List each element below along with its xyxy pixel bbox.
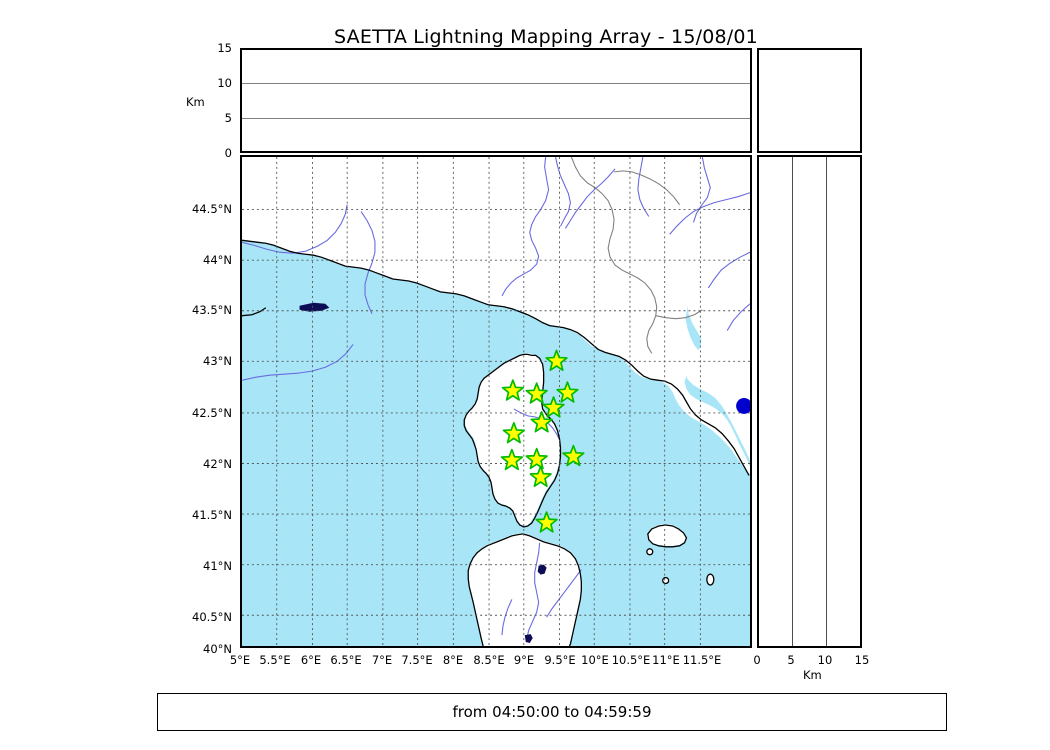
- station-marker: [530, 411, 553, 433]
- border-france-italy: [570, 157, 658, 354]
- landmass-europe-mainland: [242, 157, 750, 646]
- xtick-right-10: 10: [817, 653, 833, 667]
- right-panel-axis-label-km: Km: [803, 668, 822, 682]
- river-po-main: [669, 192, 750, 235]
- ytick-top-10: 10: [217, 76, 232, 90]
- river-sardinia-1: [526, 542, 541, 640]
- station-marker: [542, 396, 565, 418]
- xtick-lon-10.5: 10.5°E: [611, 653, 651, 667]
- xtick-right-5: 5: [787, 653, 795, 667]
- station-marker: [529, 465, 552, 488]
- border-italy-inner: [655, 309, 703, 320]
- latitude-altitude-panel[interactable]: [757, 155, 862, 648]
- station-marker: [502, 421, 526, 444]
- river-west-1: [242, 204, 348, 254]
- coastline-mainland: [242, 239, 750, 476]
- river-var: [637, 157, 650, 217]
- xtick-lon-5: 5°E: [229, 653, 251, 667]
- gridline-x5: [792, 157, 793, 646]
- time-window-statusbar[interactable]: from 04:50:00 to 04:59:59: [157, 693, 947, 731]
- coastline-elba: [647, 524, 688, 548]
- xtick-lon-11.5: 11.5°E: [682, 653, 722, 667]
- altitude-longitude-panel[interactable]: [240, 48, 752, 153]
- xtick-lon-8.5: 8.5°E: [473, 653, 505, 667]
- station-marker: [525, 382, 548, 404]
- river-west-2: [242, 344, 354, 381]
- gridline-5km: [242, 118, 750, 119]
- ytick-lat-44.5: 44.5°N: [192, 202, 232, 216]
- map-canvas[interactable]: [242, 157, 750, 646]
- lma-stations-layer: [500, 349, 585, 533]
- river-po-left: [692, 157, 711, 223]
- xtick-lon-9: 9°E: [513, 653, 535, 667]
- lake-sardinia-2: [524, 634, 533, 644]
- station-marker: [562, 444, 585, 467]
- river-durance: [564, 168, 616, 229]
- xtick-lon-6.5: 6.5°E: [330, 653, 362, 667]
- xtick-lon-6: 6°E: [300, 653, 322, 667]
- ytick-lat-43.5: 43.5°N: [192, 303, 232, 317]
- river-loire: [360, 211, 376, 314]
- landmass-sardinia: [468, 532, 582, 646]
- ytick-lat-40.5: 40.5°N: [192, 610, 232, 624]
- river-sardinia-3: [501, 599, 513, 636]
- ytick-top-0: 0: [224, 146, 232, 160]
- river-tiber: [726, 303, 750, 331]
- coastline-capraia: [646, 548, 654, 556]
- xtick-lon-10: 10°E: [581, 653, 609, 667]
- xtick-right-15: 15: [854, 653, 870, 667]
- coastline-gulf-lion: [242, 307, 267, 317]
- ytick-lat-44: 44°N: [203, 253, 232, 267]
- coastline-pianosa: [706, 573, 715, 586]
- time-window-text: from 04:50:00 to 04:59:59: [452, 703, 652, 721]
- xtick-right-0: 0: [753, 653, 761, 667]
- river-sardinia-2: [546, 569, 582, 618]
- page-title: SAETTA Lightning Mapping Array - 15/08/0…: [334, 26, 758, 48]
- ytick-lat-41.5: 41.5°N: [192, 508, 232, 522]
- station-marker: [545, 349, 568, 371]
- coastlines-layer: [242, 239, 750, 646]
- ytick-lat-42: 42°N: [203, 457, 232, 471]
- lakes-layer: [299, 302, 547, 644]
- lake-sardinia-1: [537, 564, 547, 575]
- coastline-montecristo: [662, 576, 670, 585]
- station-marker: [500, 448, 524, 471]
- islet-capraia: [646, 548, 653, 555]
- station-marker: [556, 381, 579, 403]
- landmass-elba: [647, 523, 687, 546]
- islet-pianosa: [706, 574, 714, 585]
- lake-leman: [299, 302, 330, 312]
- gridline-x10: [826, 157, 827, 646]
- border-alps-north: [614, 170, 680, 205]
- station-marker: [535, 511, 558, 533]
- xtick-lon-7.5: 7.5°E: [401, 653, 433, 667]
- lightning-source-point: [736, 398, 750, 414]
- river-rhone: [501, 157, 550, 297]
- coastline-sardinia: [467, 533, 582, 646]
- river-saone: [554, 157, 571, 227]
- xtick-lon-5.5: 5.5°E: [259, 653, 291, 667]
- ytick-lat-40: 40°N: [203, 642, 232, 656]
- ytick-lat-42.5: 42.5°N: [192, 406, 232, 420]
- xtick-lon-11: 11°E: [652, 653, 680, 667]
- station-marker: [501, 379, 525, 401]
- ytick-lat-41: 41°N: [203, 559, 232, 573]
- admin-borders-layer: [570, 157, 703, 354]
- river-arno: [707, 251, 750, 289]
- ytick-top-15: 15: [217, 41, 232, 55]
- top-panel-axis-label-km: Km: [186, 95, 205, 109]
- station-marker: [525, 447, 548, 470]
- plan-view-map-panel[interactable]: [240, 155, 752, 648]
- map-gridlines: [242, 157, 750, 646]
- ytick-top-5: 5: [224, 111, 232, 125]
- islet-montecristo: [662, 577, 669, 584]
- ytick-lat-43: 43°N: [203, 354, 232, 368]
- gridline-10km: [242, 83, 750, 84]
- xtick-lon-9.5: 9.5°E: [544, 653, 576, 667]
- xtick-lon-8: 8°E: [442, 653, 464, 667]
- corner-panel[interactable]: [757, 48, 862, 153]
- xtick-lon-7: 7°E: [371, 653, 393, 667]
